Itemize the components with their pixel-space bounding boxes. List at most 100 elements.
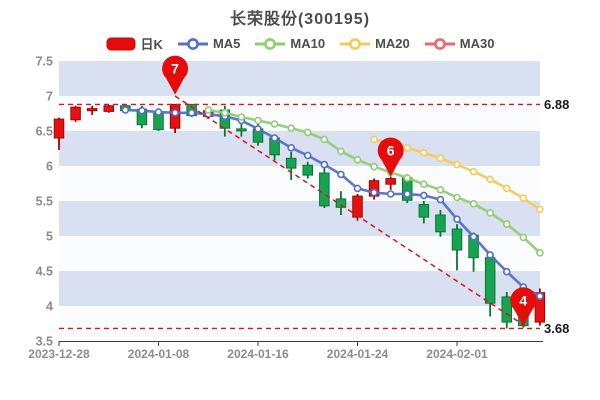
balloon-tail — [514, 309, 533, 327]
candle[interactable] — [236, 123, 247, 137]
ma10-point — [320, 135, 329, 144]
grid-band — [59, 306, 540, 341]
y-axis-label: 5.5 — [36, 195, 53, 209]
line-marker-icon — [177, 37, 208, 51]
balloon-head — [510, 287, 537, 314]
candle[interactable] — [418, 201, 430, 224]
y-axis-label: 7 — [46, 90, 53, 104]
ma5-point — [154, 108, 163, 116]
ma10-point — [519, 233, 528, 242]
candle-body — [285, 157, 297, 169]
ma10-point — [270, 120, 279, 128]
ma20-point — [420, 148, 428, 157]
ma10-point — [420, 180, 428, 188]
legend-item-ma10[interactable]: MA10 — [255, 36, 325, 51]
ma10-point — [469, 200, 478, 208]
legend-label: MA30 — [459, 36, 495, 51]
ma5-point — [370, 188, 378, 197]
y-axis-label: 6.5 — [36, 125, 53, 139]
legend-label: MA5 — [212, 36, 241, 51]
ma5-point — [502, 267, 511, 276]
legend-item-ma30[interactable]: MA30 — [424, 36, 495, 51]
ma10-point — [254, 116, 262, 125]
ma5-point — [420, 191, 428, 200]
ma5-point — [337, 170, 345, 179]
grid-band — [59, 96, 540, 131]
candle-body — [501, 296, 512, 323]
legend-item-ma20[interactable]: MA20 — [340, 36, 410, 51]
signal-markers: 7 6 4 — [162, 55, 537, 327]
candle[interactable] — [285, 152, 297, 180]
ma5-point — [436, 195, 445, 204]
candle[interactable] — [435, 210, 446, 237]
candle-body — [236, 128, 247, 132]
ma5-point — [453, 215, 461, 223]
y-axis-label: 4 — [46, 300, 53, 314]
ma20-point — [453, 160, 461, 169]
legend-label: MA10 — [290, 36, 326, 51]
y-axis-label: 3.5 — [36, 335, 53, 349]
candle[interactable] — [451, 224, 463, 271]
ma10-point — [337, 147, 345, 156]
plot-background-bands — [59, 61, 540, 341]
signal-balloon-6[interactable]: 6 — [377, 137, 404, 177]
ma20-point — [436, 154, 445, 163]
candle[interactable] — [335, 191, 347, 215]
ma5-point — [386, 190, 395, 198]
balloon-tail — [381, 159, 400, 177]
ma10-point — [353, 155, 362, 164]
ma10-point — [403, 174, 412, 182]
downtrend-line — [174, 95, 531, 330]
candle-swatch-icon — [106, 37, 136, 51]
signal-balloon-7[interactable]: 7 — [162, 55, 189, 95]
candle-body — [70, 106, 81, 121]
ma5-point — [121, 106, 130, 114]
ma10-point — [436, 186, 445, 194]
candle[interactable] — [302, 161, 313, 179]
ma20-point — [486, 175, 494, 184]
candle[interactable] — [70, 105, 81, 122]
candle[interactable] — [86, 105, 98, 115]
ma20-point — [519, 194, 528, 202]
x-axis-label: 2024-02-01 — [426, 347, 488, 361]
ma5-point — [187, 109, 196, 117]
ma10-point — [453, 193, 461, 202]
ma20-point — [403, 144, 412, 152]
candle[interactable] — [501, 292, 512, 329]
ma5-point — [353, 184, 362, 193]
candle-body — [385, 178, 396, 185]
ma10-point — [204, 106, 213, 114]
grid-band — [59, 61, 540, 96]
candle-body — [484, 257, 496, 304]
grid-band — [59, 236, 540, 271]
legend-label: MA20 — [375, 36, 410, 51]
candle[interactable] — [385, 176, 396, 190]
balloon-number: 7 — [171, 61, 179, 77]
candle-body — [103, 105, 114, 112]
ma20-point — [370, 135, 378, 144]
y-axis: 7.5 7 6.5 6 5.5 5 4.5 4 3.5 — [36, 55, 53, 349]
legend-item-k[interactable]: 日K — [106, 34, 163, 53]
reference-lines: 6.88 3.68 — [59, 95, 571, 337]
candle[interactable] — [53, 117, 65, 150]
line-marker-icon — [255, 37, 286, 51]
ma10-point — [221, 109, 229, 117]
y-axis-label: 5 — [46, 230, 53, 244]
ma10-point — [536, 249, 544, 257]
balloon-tail — [165, 77, 185, 95]
candle-body — [352, 195, 363, 218]
low-price-line-label: 3.68 — [544, 321, 569, 336]
candle-body — [435, 214, 446, 233]
legend-item-ma5[interactable]: MA5 — [177, 36, 241, 51]
candles-layer — [53, 103, 546, 329]
ma5-point — [254, 125, 262, 133]
candle[interactable] — [319, 168, 330, 208]
x-axis-label: 2024-01-24 — [327, 347, 389, 361]
signal-balloon-4[interactable]: 4 — [510, 287, 537, 327]
candle-body — [86, 108, 98, 112]
candle[interactable] — [103, 105, 114, 113]
ma5-point — [138, 106, 146, 115]
balloon-head — [377, 137, 404, 164]
x-axis-label: 2024-01-08 — [128, 347, 190, 361]
